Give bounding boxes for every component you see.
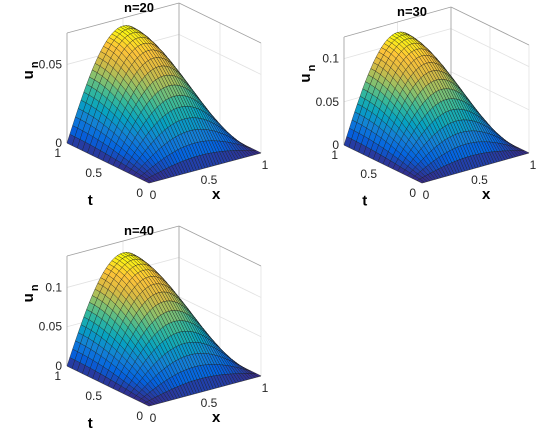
box-edge [178, 2, 262, 44]
x-tick-label: 0.5 [201, 396, 218, 410]
t-tick-label: 0 [136, 186, 143, 200]
t-axis-label: t [88, 192, 93, 209]
x-tick-label: 1 [262, 158, 269, 172]
z-axis-label: u [20, 70, 37, 79]
t-axis-label: t [362, 193, 367, 210]
x-tick-label: 0 [423, 188, 430, 202]
z-axis-label: u [297, 73, 314, 82]
z-axis-label: u [20, 293, 37, 302]
x-tick-label: 0 [150, 411, 157, 425]
z-tick-label: 0.1 [45, 280, 62, 294]
z-tick-label: 0 [55, 359, 62, 373]
t-tick-label: 0.5 [85, 166, 102, 180]
chart-title: n=30 [397, 4, 427, 19]
x-tick-label: 0.5 [471, 173, 488, 187]
surface-patch [252, 373, 262, 377]
box-edge [450, 6, 530, 46]
t-tick-label: 0 [136, 409, 143, 423]
x-axis-label: x [482, 186, 491, 203]
t-axis-label: t [88, 415, 93, 432]
z-tick-label: 0.05 [39, 57, 63, 71]
t-tick-label: 1 [331, 148, 338, 162]
t-tick-label: 1 [54, 369, 61, 383]
z-tick-label: 0.05 [39, 320, 63, 334]
z-axis-label-subscript: n [29, 61, 41, 68]
z-tick-label: 0 [55, 136, 62, 150]
z-tick-label: 0.05 [316, 95, 340, 109]
surface-patch [520, 150, 530, 154]
box-edge [178, 225, 262, 267]
z-axis-label-subscript: n [306, 64, 318, 71]
surface-plot-3: n=40 0 0.05 0.1 un 0 0.5 1 t 0 0.5 1 x [20, 223, 269, 432]
t-tick-label: 0 [409, 186, 416, 200]
t-tick-label: 1 [54, 146, 61, 160]
chart-title: n=40 [124, 223, 154, 238]
x-tick-label: 1 [262, 381, 269, 395]
box-edge [66, 2, 180, 34]
x-axis-label: x [212, 409, 221, 426]
x-tick-label: 1 [530, 158, 537, 172]
box-edge [343, 6, 452, 38]
surface-plot-2: n=30 0 0.05 0.1 un 0 0.5 1 t 0 0.5 1 x [297, 4, 537, 210]
z-tick-label: 0.1 [322, 52, 339, 66]
x-axis-label: x [212, 186, 221, 203]
box-edge [66, 225, 180, 257]
z-tick-label: 0 [332, 138, 339, 152]
t-tick-label: 0.5 [85, 389, 102, 403]
chart-title: n=20 [124, 0, 154, 15]
x-tick-label: 0 [150, 188, 157, 202]
surface-patch [252, 150, 262, 154]
x-tick-label: 0.5 [201, 173, 218, 187]
z-axis-label-subscript: n [29, 284, 41, 291]
t-tick-label: 0.5 [360, 167, 377, 181]
